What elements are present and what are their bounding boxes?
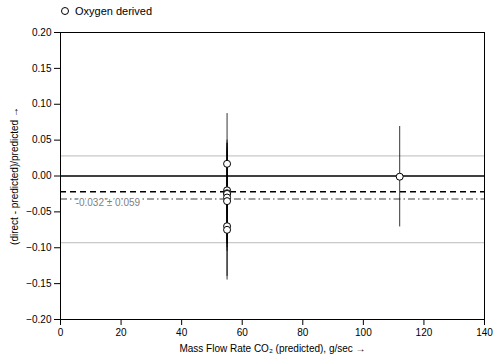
svg-text:60: 60 [237, 327, 249, 338]
svg-text:120: 120 [416, 327, 433, 338]
svg-text:20: 20 [116, 327, 128, 338]
svg-text:0: 0 [58, 327, 64, 338]
svg-text:0.05: 0.05 [32, 134, 52, 145]
svg-text:80: 80 [297, 327, 309, 338]
svg-text:−0.10: −0.10 [26, 242, 52, 253]
svg-text:−0.20: −0.20 [26, 314, 52, 325]
svg-text:0.10: 0.10 [32, 98, 52, 109]
svg-text:100: 100 [355, 327, 372, 338]
svg-text:-0.032 ± 0.059: -0.032 ± 0.059 [76, 197, 141, 208]
svg-text:40: 40 [176, 327, 188, 338]
svg-text:140: 140 [476, 327, 493, 338]
svg-text:−0.15: −0.15 [26, 278, 52, 289]
svg-text:(direct - predicted)/predicted: (direct - predicted)/predicted → [9, 107, 20, 245]
svg-text:Mass Flow Rate CO₂ (predicted): Mass Flow Rate CO₂ (predicted), g/sec → [179, 343, 365, 354]
svg-text:0.20: 0.20 [32, 27, 52, 38]
svg-text:−0.05: −0.05 [26, 206, 52, 217]
svg-text:0.00: 0.00 [32, 170, 52, 181]
svg-text:0.15: 0.15 [32, 63, 52, 74]
html-text:Oxygen derived: Oxygen derived [75, 5, 152, 17]
